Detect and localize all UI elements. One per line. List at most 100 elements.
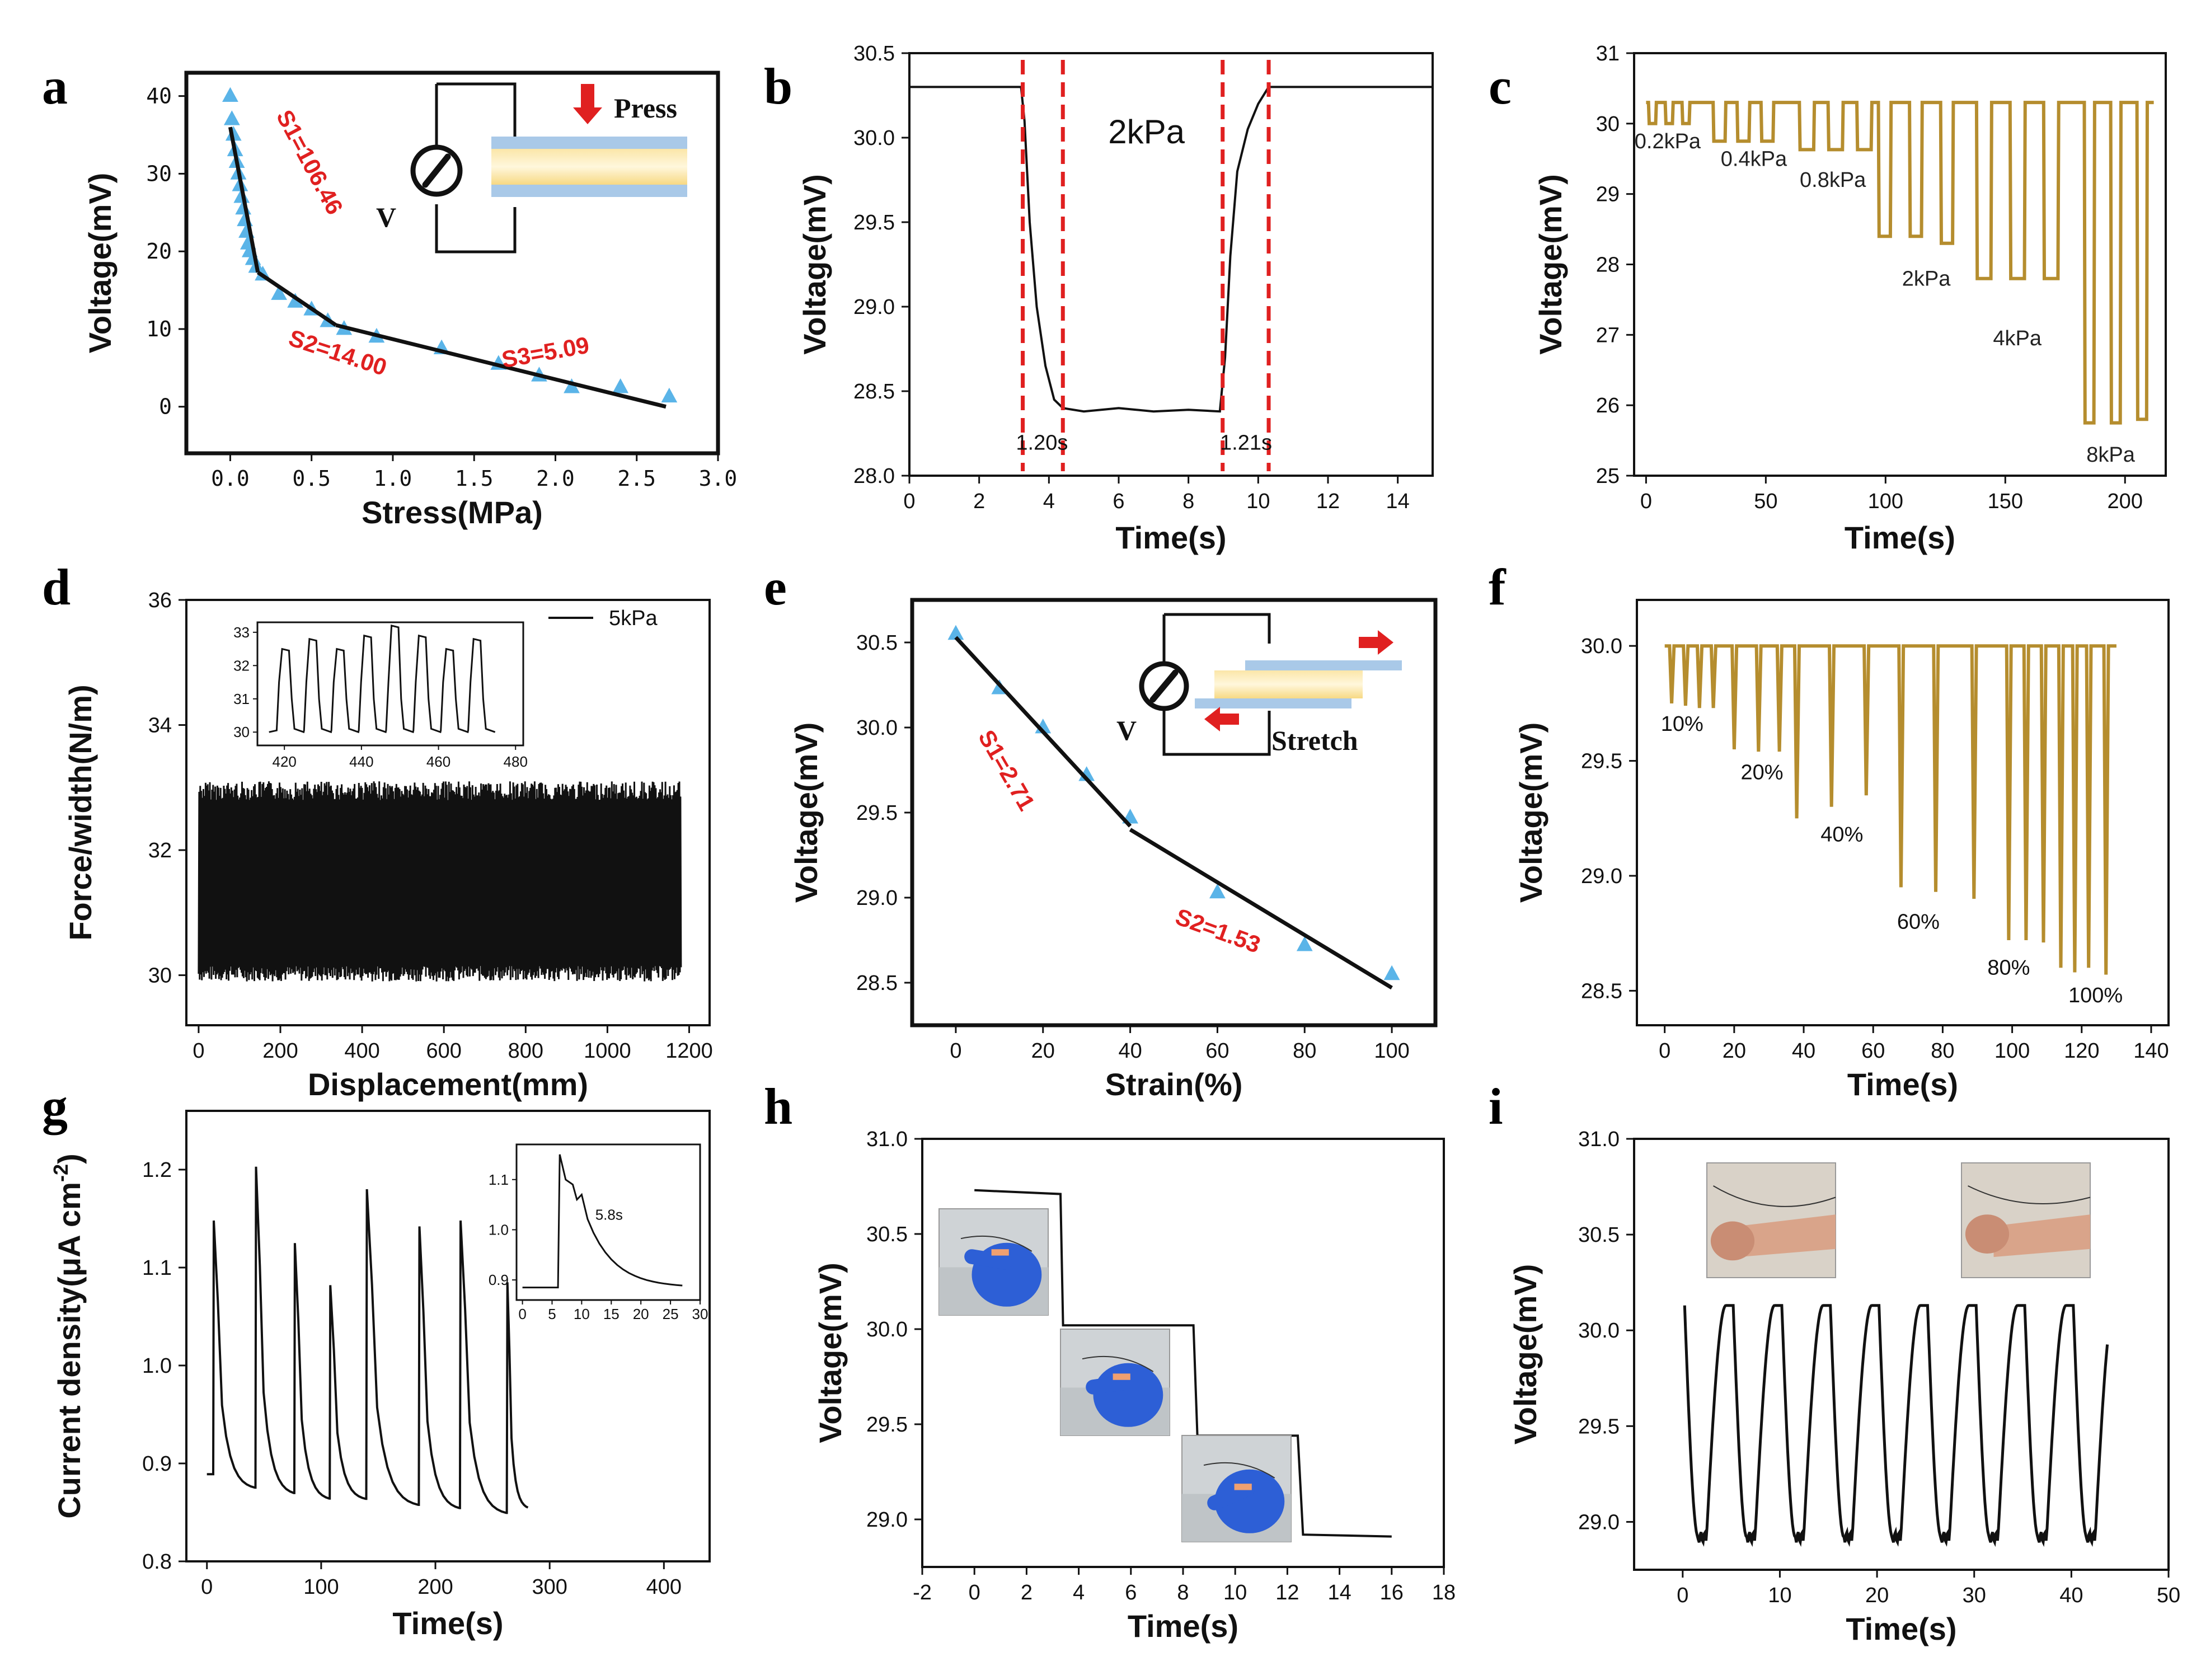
press-label: Press xyxy=(614,92,677,124)
s1-annotation: S1=106.46 xyxy=(271,105,348,219)
legend-label: 5kPa xyxy=(609,607,658,630)
inset-x-tick-label: 480 xyxy=(504,753,528,770)
strain-label: 10% xyxy=(1661,712,1703,736)
forearm xyxy=(1739,1214,1836,1257)
glove-finger xyxy=(1086,1374,1134,1395)
data-point xyxy=(223,110,240,125)
data-point xyxy=(1209,883,1226,899)
data-point xyxy=(1296,936,1313,951)
fit-line xyxy=(335,323,667,409)
y-tick-label: 26 xyxy=(1596,394,1620,417)
press-circuit-inset: V Press xyxy=(376,82,687,254)
x-axis-label: Strain(%) xyxy=(1105,1067,1243,1102)
y-axis-label: Voltage(mV) xyxy=(789,722,824,903)
x-axis-label: Time(s) xyxy=(1845,520,1955,555)
y-tick-label: 30.5 xyxy=(866,1223,908,1246)
finger-photo-straight xyxy=(938,1208,1049,1316)
film-bottom-layer xyxy=(1195,698,1351,708)
x-tick-label: 8 xyxy=(1182,490,1194,513)
panel-letter: e xyxy=(764,559,787,616)
x-tick-label: 4 xyxy=(1043,490,1055,513)
plot-frame xyxy=(185,599,711,1026)
inset-frame xyxy=(515,1143,701,1301)
series-line xyxy=(909,86,1433,413)
y-tick-label: 0.8 xyxy=(142,1550,172,1574)
voltmeter-needle xyxy=(1149,669,1179,703)
panel-letter: d xyxy=(42,559,71,616)
x-axis-label: Time(s) xyxy=(392,1606,503,1641)
y-tick-label: 29.5 xyxy=(1578,1415,1620,1438)
y-tick-label: 29 xyxy=(1596,183,1620,207)
inset-x-tick-label: 10 xyxy=(574,1306,590,1322)
stretch-left-arrow-icon xyxy=(1204,707,1239,731)
x-tick-label: 10 xyxy=(1246,490,1270,513)
fit-line xyxy=(1129,828,1393,990)
strain-label: 100% xyxy=(2068,984,2123,1007)
panel-f: 0 20 40 60 80 100 120 140 28.5 29.0 29.5 30.0 Time(s… xyxy=(1489,559,2170,1102)
y-tick-label: 0.9 xyxy=(142,1452,172,1476)
time-annotation-1: 1.20s xyxy=(1016,431,1068,455)
data-point xyxy=(222,87,238,102)
inset-x-tick-label: 440 xyxy=(349,753,373,770)
y-axis-label-superscript: -2 xyxy=(49,1164,72,1182)
s2-annotation: S2=1.53 xyxy=(1172,903,1264,958)
y-tick-label: 29.0 xyxy=(1578,1510,1620,1534)
strain-label: 60% xyxy=(1897,910,1940,933)
stretch-right-arrow-icon xyxy=(1359,630,1393,655)
sensor-patch xyxy=(991,1249,1009,1256)
s3-annotation: S3=5.09 xyxy=(500,332,591,373)
strain-label: 20% xyxy=(1740,761,1783,784)
y-tick-label: 0 xyxy=(159,395,172,419)
x-tick-label: 0 xyxy=(1677,1584,1688,1607)
x-tick-label: 80 xyxy=(1931,1039,1954,1063)
y-axis-label: Voltage(mV) xyxy=(813,1263,848,1443)
finger-photo-bent xyxy=(1181,1435,1292,1542)
film-middle-layer xyxy=(1214,670,1363,698)
y-tick-label: 29.5 xyxy=(866,1413,908,1437)
voltmeter-needle xyxy=(422,153,451,188)
x-tick-label: 10 xyxy=(1768,1584,1791,1607)
y-tick-label: 10 xyxy=(146,317,172,341)
x-tick-label: 100 xyxy=(303,1575,339,1599)
y-tick-label: 1.1 xyxy=(142,1256,172,1280)
inset-y-tick-label: 0.9 xyxy=(489,1271,509,1288)
x-tick-label: 400 xyxy=(344,1039,379,1063)
film-top-layer xyxy=(1245,660,1402,670)
x-tick-label: 40 xyxy=(1118,1039,1142,1063)
x-tick-label: 0 xyxy=(201,1575,213,1599)
y-tick-label: 25 xyxy=(1596,464,1620,488)
panel-letter: a xyxy=(42,58,68,115)
data-point xyxy=(947,625,964,640)
wrist-photo-down xyxy=(1706,1162,1836,1278)
forearm xyxy=(1993,1214,2090,1257)
pressure-label: 4kPa xyxy=(1993,327,2042,350)
strain-label: 40% xyxy=(1820,823,1863,846)
y-tick-label: 40 xyxy=(146,84,172,109)
inset-y-tick-label: 31 xyxy=(233,691,250,707)
x-tick-label: 200 xyxy=(262,1039,298,1063)
panel-b: 0 2 4 6 8 10 12 14 28.0 28.5 29.0 29.5 30.0 30.5 Time(… xyxy=(764,42,1434,555)
x-tick-label: 120 xyxy=(2064,1039,2099,1063)
fist xyxy=(1965,1214,2010,1254)
pressure-label: 2kPa xyxy=(1902,267,1951,290)
glove-finger xyxy=(964,1249,1012,1270)
y-tick-label: 30 xyxy=(148,964,172,988)
y-tick-label: 28.5 xyxy=(1581,979,1622,1003)
series-line xyxy=(1664,644,2116,975)
x-tick-label: 40 xyxy=(1792,1039,1815,1063)
data-point xyxy=(225,126,242,141)
x-tick-label: 14 xyxy=(1386,490,1410,513)
inset-x-tick-label: 460 xyxy=(426,753,450,770)
y-tick-label: 29.5 xyxy=(856,801,898,825)
panel-letter: c xyxy=(1489,58,1512,115)
x-tick-label: 60 xyxy=(1205,1039,1229,1063)
series-line xyxy=(1646,101,2154,425)
film-middle-layer xyxy=(491,149,687,185)
x-tick-label: 14 xyxy=(1327,1581,1351,1604)
y-tick-label: 28.5 xyxy=(856,972,898,995)
x-tick-label: -2 xyxy=(913,1581,932,1604)
y-axis-label: Voltage(mV) xyxy=(1533,174,1568,355)
plot-frame xyxy=(1636,599,2170,1026)
x-tick-label: 1000 xyxy=(584,1039,631,1063)
